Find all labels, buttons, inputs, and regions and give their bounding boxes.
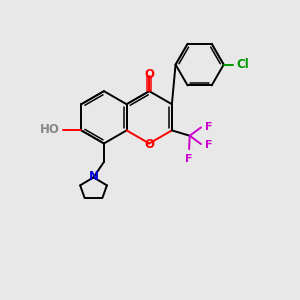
Text: F: F — [205, 140, 213, 150]
Text: F: F — [205, 122, 213, 132]
Text: O: O — [144, 138, 154, 152]
Text: O: O — [144, 68, 154, 81]
Text: N: N — [88, 170, 98, 183]
Text: Cl: Cl — [236, 58, 249, 71]
Text: F: F — [185, 154, 193, 164]
Text: HO: HO — [40, 123, 60, 136]
